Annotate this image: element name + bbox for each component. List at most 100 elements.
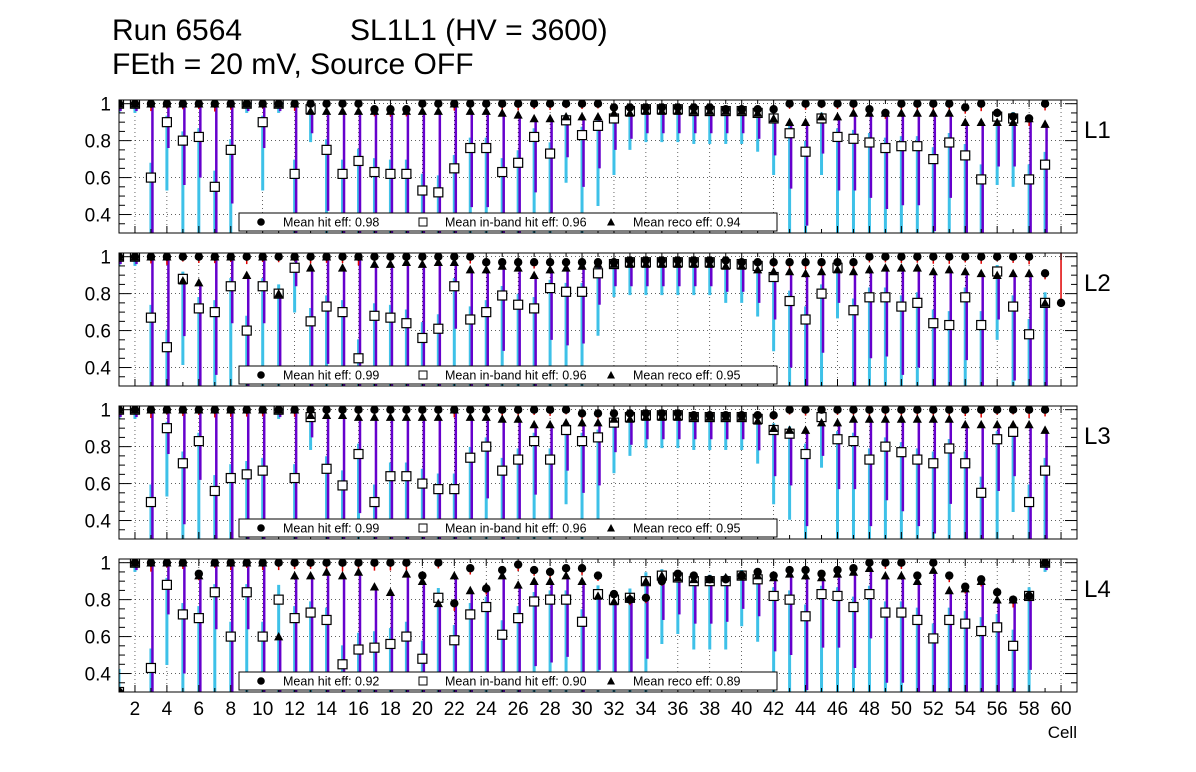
reco-marker bbox=[721, 261, 731, 270]
hit-marker bbox=[561, 258, 571, 267]
hit-marker bbox=[657, 409, 667, 418]
inband-marker bbox=[145, 312, 157, 323]
reco-marker bbox=[641, 576, 651, 585]
hit-marker bbox=[593, 258, 603, 267]
reco-marker bbox=[609, 596, 619, 606]
hit-marker bbox=[593, 571, 603, 580]
hit-marker bbox=[450, 599, 459, 608]
hit-marker bbox=[801, 565, 810, 575]
inband-marker bbox=[864, 454, 875, 465]
legend-entry: Mean in-band hit eff: 0.90 bbox=[445, 675, 587, 689]
inband-marker bbox=[257, 465, 268, 476]
hit-marker bbox=[1024, 114, 1034, 123]
y-tick-label: 0.6 bbox=[85, 628, 111, 649]
legend-marker-reco bbox=[607, 677, 615, 685]
y-tick-label: 0.4 bbox=[85, 206, 112, 227]
x-tick-label: 58 bbox=[1019, 699, 1040, 720]
inband-marker bbox=[816, 288, 827, 299]
legend-entry: Mean in-band hit eff: 0.96 bbox=[445, 369, 587, 383]
inband-marker bbox=[944, 137, 955, 148]
inband-marker bbox=[417, 478, 428, 489]
inband-marker bbox=[481, 601, 492, 613]
inband-marker bbox=[449, 484, 460, 495]
inband-marker bbox=[880, 292, 891, 303]
hit-marker bbox=[418, 571, 427, 580]
reco-marker bbox=[976, 268, 986, 278]
inband-marker bbox=[321, 301, 332, 312]
hit-marker bbox=[992, 108, 1002, 118]
hit-marker bbox=[705, 103, 714, 112]
y-tick-label: 1 bbox=[100, 248, 111, 269]
hit-marker bbox=[529, 565, 539, 575]
y-tick-label: 0.4 bbox=[85, 512, 112, 533]
legend-entry: Mean reco eff: 0.95 bbox=[633, 369, 741, 383]
reco-marker bbox=[976, 419, 986, 429]
reco-marker bbox=[529, 419, 539, 429]
reco-marker bbox=[465, 265, 475, 274]
hit-marker bbox=[689, 411, 698, 420]
legend-entry: Mean in-band hit eff: 0.96 bbox=[445, 522, 587, 536]
reco-marker bbox=[481, 106, 491, 115]
reco-marker bbox=[880, 263, 890, 272]
reco-marker bbox=[992, 117, 1002, 126]
inband-marker bbox=[576, 129, 588, 141]
hit-marker bbox=[945, 571, 954, 580]
hit-marker bbox=[482, 258, 491, 267]
reco-marker bbox=[928, 266, 938, 276]
inband-marker bbox=[784, 295, 795, 307]
reco-marker bbox=[896, 108, 906, 117]
reco-marker bbox=[242, 270, 252, 279]
reco-marker bbox=[369, 582, 380, 591]
hit-marker bbox=[961, 582, 970, 591]
inband-marker bbox=[257, 281, 268, 292]
hit-marker bbox=[641, 409, 651, 418]
reco-marker bbox=[928, 565, 938, 574]
hit-marker bbox=[370, 105, 379, 114]
hit-marker bbox=[769, 258, 778, 267]
hit-marker bbox=[593, 409, 603, 418]
hit-marker bbox=[881, 108, 890, 118]
hit-marker bbox=[402, 105, 411, 114]
inband-marker bbox=[161, 579, 172, 590]
inband-marker bbox=[369, 642, 380, 653]
reco-marker bbox=[864, 414, 875, 423]
reco-marker bbox=[561, 263, 571, 272]
inband-marker bbox=[992, 622, 1003, 633]
x-tick-label: 20 bbox=[412, 699, 433, 720]
reco-marker bbox=[417, 412, 427, 421]
inband-marker bbox=[161, 423, 172, 434]
reco-marker bbox=[337, 410, 348, 420]
hit-marker bbox=[625, 256, 635, 265]
inband-marker bbox=[1039, 465, 1051, 476]
reco-marker bbox=[960, 266, 970, 276]
inband-marker bbox=[848, 305, 859, 316]
hit-marker bbox=[673, 256, 683, 265]
inband-marker bbox=[992, 434, 1003, 445]
inband-marker bbox=[848, 435, 859, 447]
inband-marker bbox=[241, 325, 252, 336]
inband-marker bbox=[800, 146, 811, 157]
reco-marker bbox=[274, 289, 284, 298]
hit-marker bbox=[721, 256, 730, 265]
reco-marker bbox=[385, 412, 396, 421]
inband-marker bbox=[401, 318, 412, 329]
reco-marker bbox=[609, 414, 619, 423]
inband-marker bbox=[944, 443, 955, 454]
reco-marker bbox=[912, 108, 922, 117]
inband-marker bbox=[209, 485, 220, 497]
reco-marker bbox=[800, 571, 811, 580]
x-tick-label: 34 bbox=[635, 699, 657, 720]
reco-marker bbox=[433, 412, 443, 421]
reco-marker bbox=[417, 259, 427, 268]
inband-marker bbox=[289, 472, 300, 484]
inband-marker bbox=[576, 286, 588, 297]
inband-marker bbox=[1039, 159, 1051, 170]
panel-l2: 0.4 0.6 0.8 1 L2 Mean hit eff: 0.99 Mean in-ba… bbox=[85, 248, 1111, 387]
inband-marker bbox=[433, 484, 444, 495]
hit-marker bbox=[705, 411, 714, 420]
reco-marker bbox=[880, 414, 890, 423]
inband-marker bbox=[976, 625, 987, 637]
panel-label: L3 bbox=[1084, 423, 1111, 450]
x-tick-label: 14 bbox=[316, 699, 338, 720]
